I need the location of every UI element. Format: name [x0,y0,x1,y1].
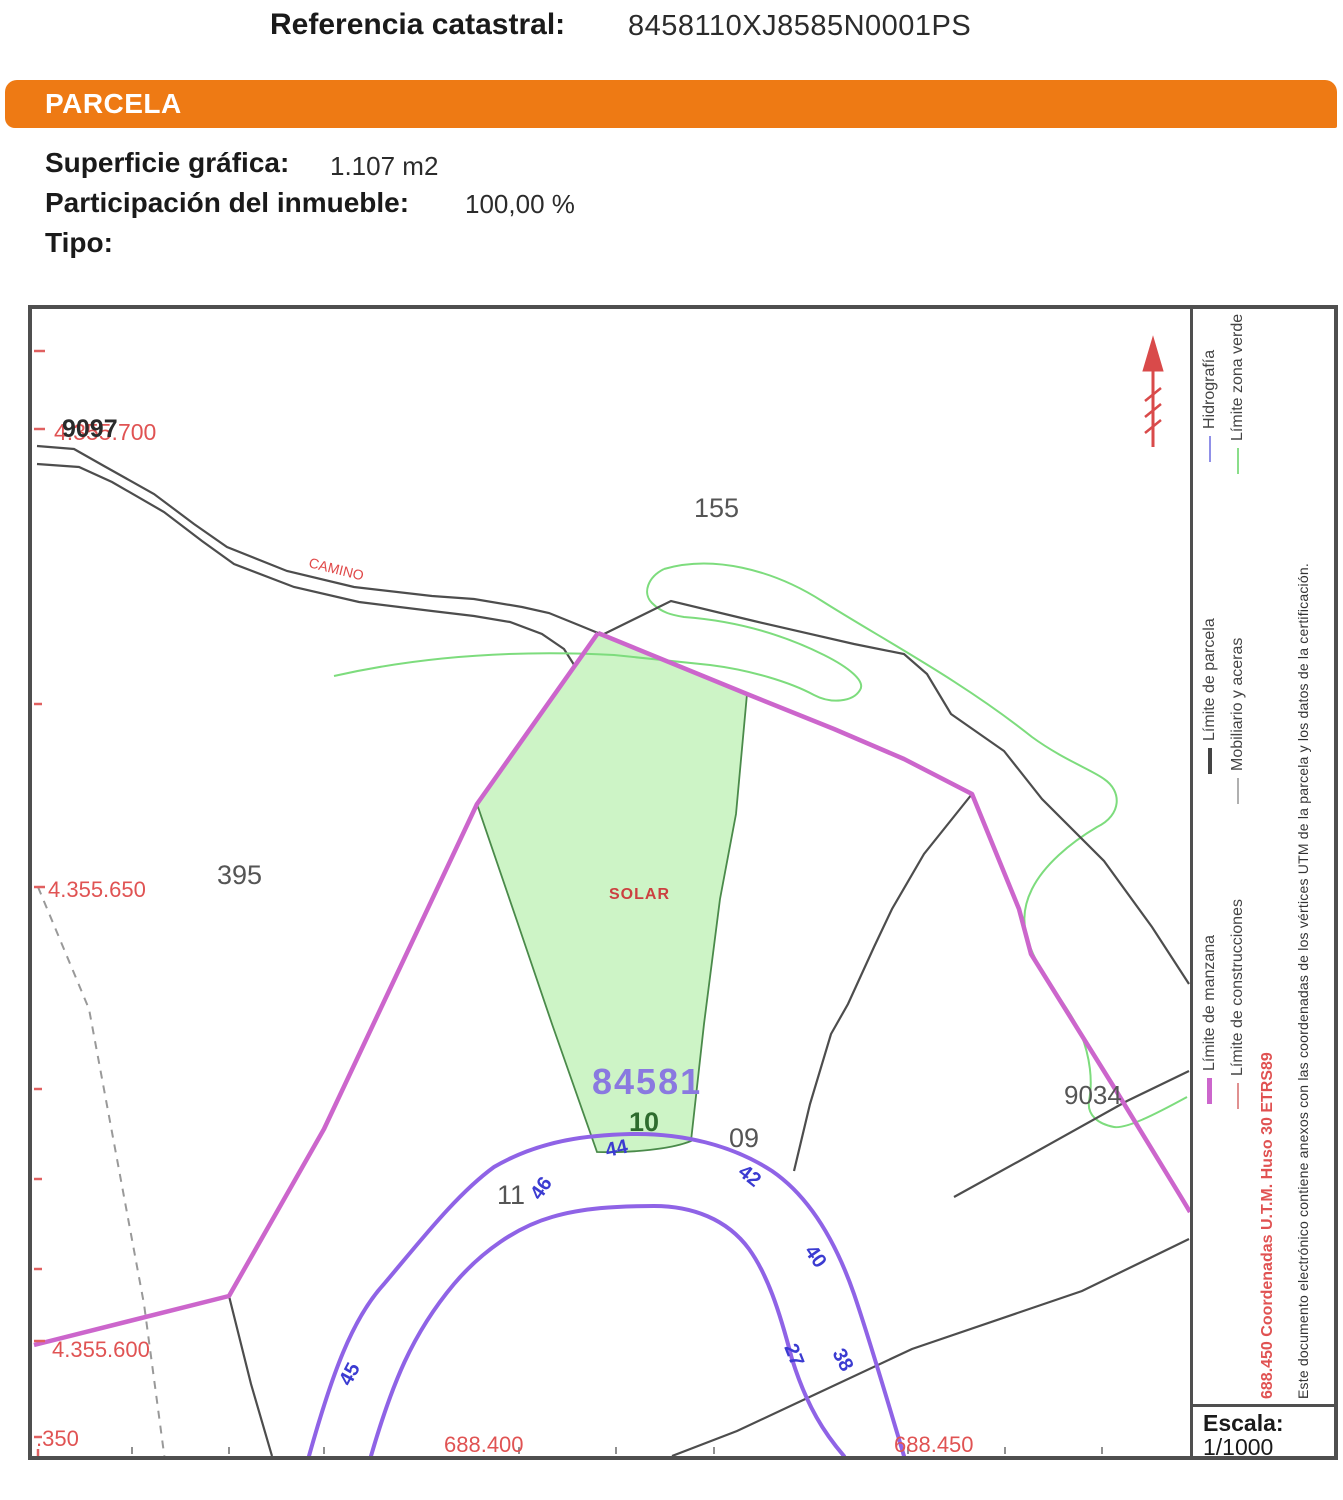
coord-label-4355650: 4.355.650 [48,877,146,902]
legend-label: Límite zona verde [1229,313,1246,441]
street-number-40: 40 [800,1241,831,1272]
parcela-banner-title: PARCELA [45,88,182,119]
camino-upper-edge [36,444,599,635]
scale-label: Escala: [1203,1410,1284,1436]
legend-label: Hidrografía [1201,349,1218,429]
street-number-46: 46 [526,1173,557,1204]
block-label-84581: 84581 [592,1061,702,1102]
zona-verde-inner-line [333,568,863,702]
legend-label: Límite de construcciones [1229,899,1246,1076]
legend-item-hidrografia: Hidrografía [1201,350,1219,462]
parcel-84581-polygon [475,631,748,1154]
aceras-line-icon [1236,778,1239,804]
construcciones-line-icon [1236,1083,1239,1109]
legend-item-limite-zona-verde: Límite zona verde [1229,314,1247,474]
boundary-11-east [227,1295,274,1456]
parcel-label-9034: 9034 [1064,1080,1122,1110]
camino-label: CAMINO [307,554,365,583]
parcel-label-395: 395 [217,860,262,890]
coord-label-350: .350 [36,1426,79,1451]
cadastral-map: 4.355.700 9097 4.355.650 4.355.600 .350 … [33,335,1190,1456]
reference-label: Referencia catastral: [270,8,566,41]
scale-box: Escala: 1/1000 [1193,1404,1334,1460]
parcela-banner: PARCELA [5,80,1337,128]
legend-label: Límite de manzana [1201,934,1218,1071]
utm-coordinates-note: 688.450 Coordenadas U.T.M. Huso 30 ETRS8… [1259,1052,1276,1399]
map-legend-sidebar: Límite de manzana Límite de parcela Hidr… [1190,309,1334,1460]
road-arc-inner [369,1203,846,1456]
parcel-label-9097: 9097 [62,415,118,443]
participacion-value: 100,00 % [465,189,575,219]
zona-verde-outer-line [663,562,1188,1129]
parcel-label-155: 155 [694,493,739,523]
manzana-boundary-east [597,630,1190,1214]
manzana-boundary-west [33,631,600,1348]
zona-verde-line-icon [1236,448,1239,474]
legend-item-limite-construcciones: Límite de construcciones [1229,899,1247,1109]
legend-label: Límite de parcela [1201,618,1218,741]
superficie-value: 1.107 m2 [330,151,439,181]
legend-item-limite-parcela: Límite de parcela [1201,618,1219,774]
reference-value: 8458110XJ8585N0001PS [628,10,972,42]
coord-label-4355600: 4.355.600 [52,1337,150,1362]
coord-label-4355700: 4.355.700 [54,419,156,445]
legend-item-limite-manzana: Límite de manzana [1201,935,1219,1104]
parcel-label-10: 10 [629,1107,659,1137]
cadastral-map-frame: 4.355.700 9097 4.355.650 4.355.600 .350 … [28,305,1338,1460]
legend-label: Mobiliario y aceras [1229,637,1246,771]
street-number-38: 38 [828,1345,858,1375]
participacion-label: Participación del inmueble: [45,187,410,218]
north-arrow-icon [1142,335,1164,447]
coord-label-688450: 688.450 [894,1432,974,1456]
boundary-09-east [792,793,973,1172]
hidrografia-line-icon [1208,436,1211,462]
boundary-southeast-2 [953,1070,1190,1198]
coord-label-688400: 688.400 [444,1432,524,1456]
boundary-155 [603,599,1190,985]
bottom-coordinate-ticks [131,1447,1103,1454]
camino-lower-edge [36,462,584,692]
parcela-line-icon [1207,748,1212,774]
scale-value: 1/1000 [1203,1434,1274,1460]
manzana-line-icon [1207,1078,1213,1104]
boundary-southeast-1 [671,1238,1190,1456]
road-arc-outer [307,1131,906,1456]
legend-item-mobiliario-aceras: Mobiliario y aceras [1229,638,1247,804]
tipo-label: Tipo: [45,227,113,258]
certification-note: Este documento electrónico contiene anex… [1295,563,1311,1399]
street-number-27: 27 [779,1341,808,1370]
parcel-label-09: 09 [729,1123,759,1153]
parcel-label-11: 11 [497,1180,525,1210]
left-coordinate-ticks [34,349,45,1456]
solar-label: SOLAR [609,886,670,903]
superficie-label: Superficie gráfica: [45,147,290,178]
boundary-dashed-west [37,886,166,1456]
